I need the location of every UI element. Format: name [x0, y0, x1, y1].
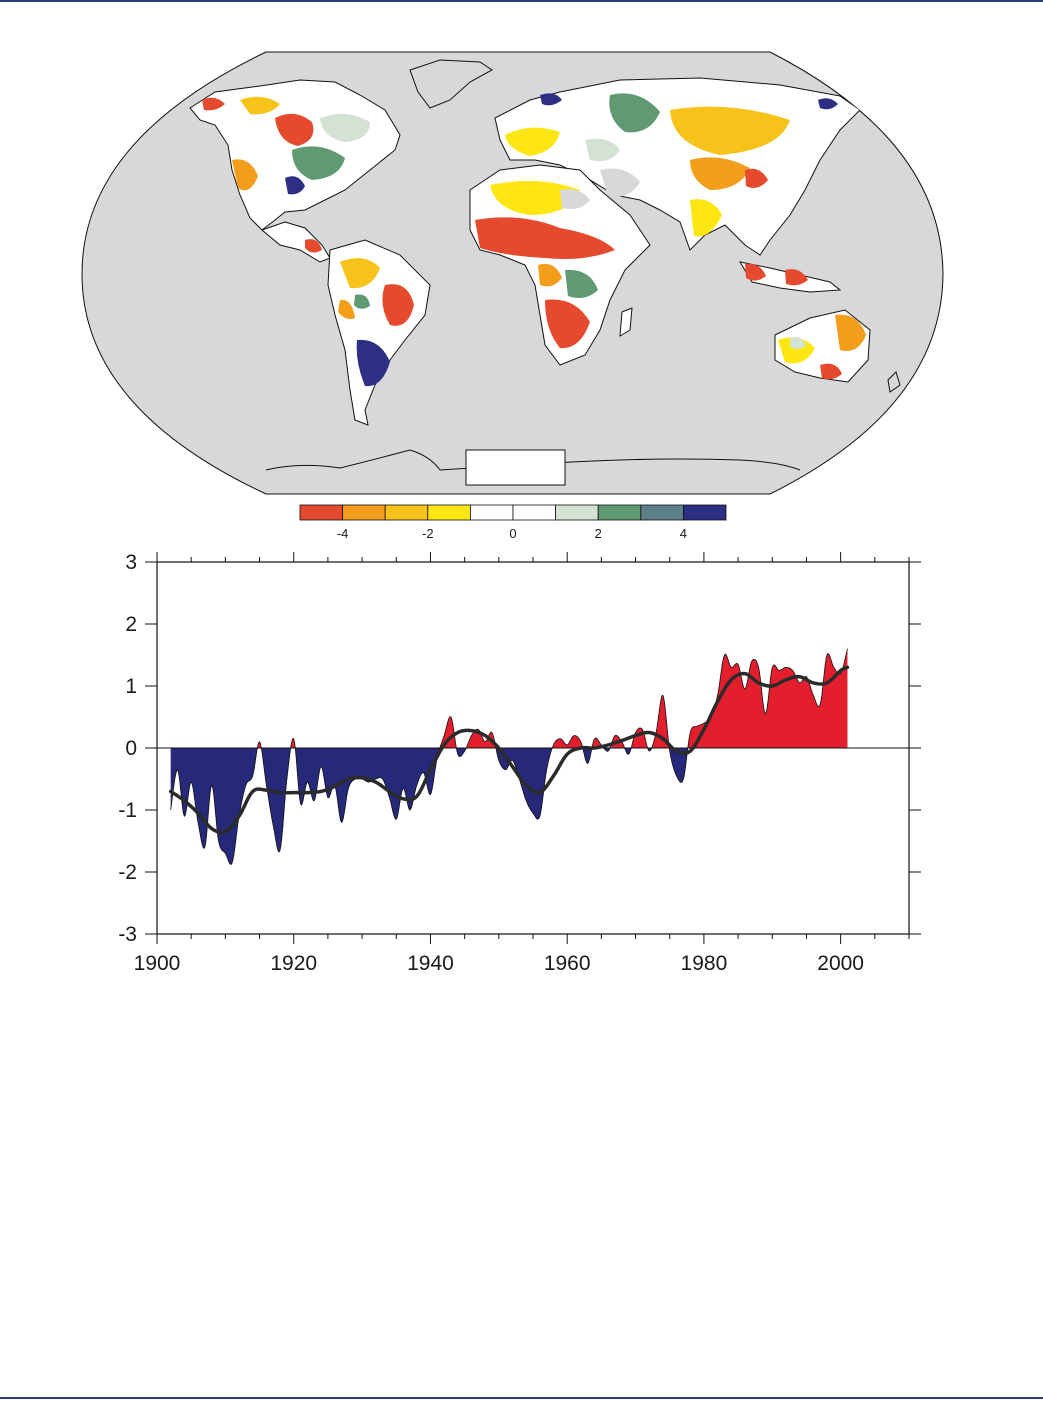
region-me-lightgreen [585, 138, 620, 162]
top-rule [0, 0, 1043, 2]
y-tick-label: -1 [118, 799, 137, 822]
x-tick-label: 1940 [407, 952, 454, 975]
land-south-america [327, 239, 431, 426]
land-africa [469, 164, 651, 366]
x-tick-label: 1900 [134, 952, 181, 975]
x-tick-label: 1920 [270, 952, 317, 975]
region-africa-orange [538, 263, 562, 287]
y-axis-left: -3 -2 -1 0 1 2 3 [118, 551, 157, 946]
region-na-orange [232, 159, 258, 191]
region-indonesia-red [745, 263, 766, 281]
x-tick-label: 2000 [817, 952, 864, 975]
region-asia-red [745, 168, 768, 188]
region-na-lightgreen [320, 113, 370, 142]
region-aus-yellow [778, 337, 815, 364]
colorbar-swatch [597, 504, 642, 521]
region-sa-yellow [340, 258, 380, 289]
land-north-america [189, 79, 401, 231]
region-asia-orange [690, 157, 750, 190]
world-map [81, 51, 944, 495]
region-sahara-gray [560, 189, 590, 209]
land-madagascar [619, 307, 633, 337]
x-tick-label: 1960 [544, 952, 591, 975]
land-australia [774, 309, 871, 383]
colorbar-tick-label: -4 [337, 526, 349, 541]
colorbar-tick-label: 2 [595, 526, 602, 541]
region-sahel-red [475, 217, 615, 259]
region-sa-orange [338, 299, 355, 320]
positive-area [170, 648, 848, 748]
land-greenland [409, 59, 493, 109]
y-tick-label: 0 [125, 737, 137, 760]
region-asia-yellow [670, 106, 790, 155]
y-tick-label: -2 [118, 861, 137, 884]
colorbar-swatch [555, 504, 599, 521]
colorbar-tick-label: 0 [509, 526, 516, 541]
x-axis: 1900 1920 1940 1960 1980 2000 [134, 552, 910, 975]
x-tick-label: 1980 [681, 952, 728, 975]
region-sa-red [382, 284, 414, 326]
land-new-zealand [887, 371, 901, 393]
y-tick-label: 1 [125, 675, 137, 698]
y-tick-label: 2 [125, 613, 137, 636]
colorbar-swatch [683, 504, 727, 521]
colorbar-swatch [384, 504, 429, 521]
colorbar-swatch [342, 504, 386, 521]
region-africa-green [565, 269, 598, 298]
smoothed-series-line [168, 665, 850, 835]
region-aus-orange [835, 314, 866, 351]
region-eu-green [609, 93, 660, 133]
bottom-rule [0, 1397, 1043, 1399]
y-tick-label: -3 [118, 923, 137, 946]
region-sahara-yellow [490, 181, 580, 215]
y-tick-label: 3 [125, 551, 137, 574]
region-me-gray [600, 168, 640, 197]
region-ca-red [305, 239, 322, 253]
y-axis-right [909, 561, 921, 935]
negative-area [170, 748, 848, 865]
region-sa-blue [356, 339, 390, 387]
region-safrica-red [545, 299, 590, 349]
colorbar-swatch [427, 504, 471, 521]
region-aus-red [820, 363, 842, 380]
map-label-box [465, 449, 566, 486]
region-na-yellow [240, 96, 280, 115]
region-na-red [275, 113, 314, 146]
region-na-green [292, 146, 345, 180]
land-eurasia [494, 77, 861, 256]
region-sa-green [354, 294, 370, 309]
colorbar: -4 -2 0 2 4 [299, 504, 727, 541]
time-series-chart: 1900 1920 1940 1960 1980 2000 -3 -2 -1 0 1 2 3 [118, 551, 921, 975]
region-ne-asia-blue [818, 98, 838, 110]
colorbar-swatch [469, 504, 514, 521]
region-na-blue [285, 176, 305, 195]
colorbar-swatch [299, 504, 343, 521]
colorbar-swatch [640, 504, 684, 521]
region-alaska-red [202, 97, 225, 111]
colorbar-swatch [512, 504, 556, 521]
region-indonesia-red-2 [785, 269, 808, 286]
region-eu-blue [540, 93, 562, 106]
colorbar-tick-label: -2 [422, 526, 434, 541]
colorbar-tick-label: 4 [680, 526, 687, 541]
region-india-yellow [690, 199, 722, 237]
region-eu-yellow [505, 127, 560, 156]
region-aus-lightgreen [790, 337, 806, 349]
